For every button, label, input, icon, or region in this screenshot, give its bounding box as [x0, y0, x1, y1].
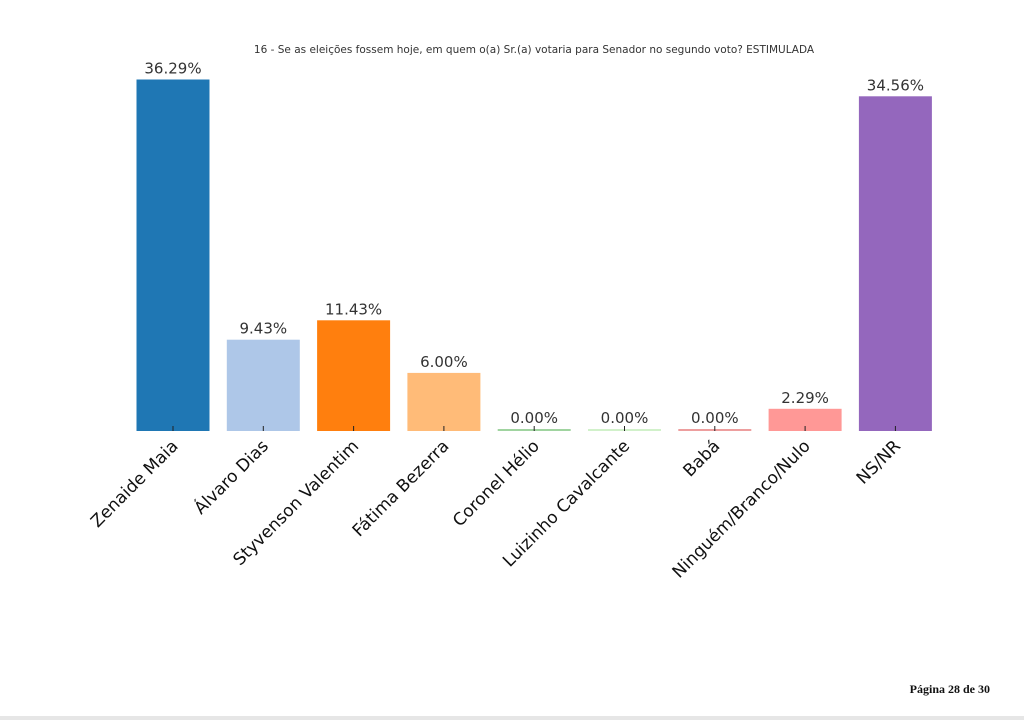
- data-label: 34.56%: [867, 76, 924, 94]
- category-label: NS/NR: [853, 436, 905, 488]
- chart-title: 16 - Se as eleições fossem hoje, em quem…: [254, 44, 815, 56]
- bar: [136, 79, 210, 431]
- data-label: 0.00%: [601, 409, 649, 427]
- page-number: Página 28 de 30: [909, 682, 990, 696]
- bottom-border: [0, 716, 1024, 720]
- bar: [317, 320, 391, 431]
- category-label: Fátima Bezerra: [349, 436, 454, 541]
- bar: [226, 339, 300, 431]
- data-label: 6.00%: [420, 353, 468, 371]
- bar: [407, 372, 481, 431]
- category-label: Babá: [680, 436, 725, 481]
- data-label: 9.43%: [239, 320, 287, 338]
- bar: [858, 96, 932, 432]
- bar: [768, 408, 842, 431]
- category-label: Coronel Hélio: [449, 436, 544, 531]
- data-label: 11.43%: [325, 300, 382, 318]
- category-label: Álvaro Dias: [189, 435, 273, 519]
- data-label: 2.29%: [781, 389, 829, 407]
- category-label: Zenaide Maia: [87, 436, 182, 531]
- data-label: 0.00%: [510, 409, 558, 427]
- data-label: 36.29%: [144, 60, 201, 78]
- data-label: 0.00%: [691, 409, 739, 427]
